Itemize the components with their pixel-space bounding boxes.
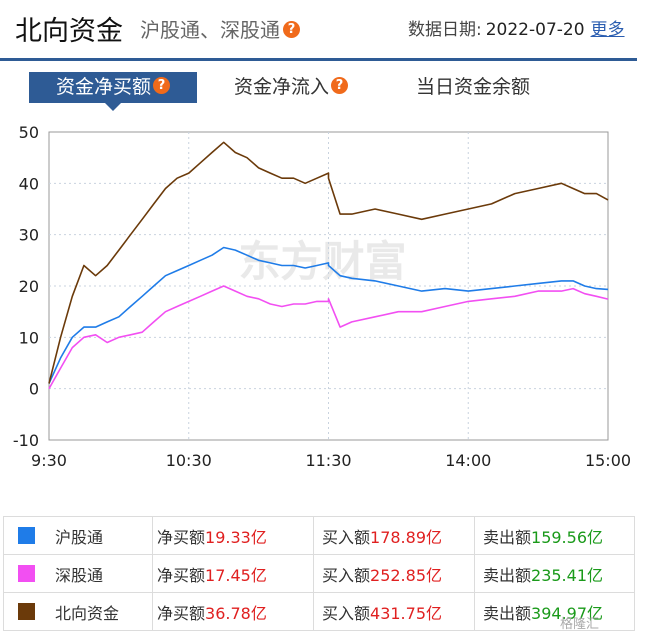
y-tick-label: 30 — [19, 226, 39, 245]
sell-label: 卖出额 — [483, 603, 532, 623]
series-swatch — [18, 603, 35, 620]
legend-row: 北向资金 净买额36.78亿 买入额431.75亿 卖出额394.97亿 — [3, 592, 635, 631]
series-swatch — [18, 565, 35, 582]
net-value: 17.45亿 — [205, 565, 267, 585]
buy-value: 252.85亿 — [370, 565, 443, 585]
buy-label: 买入额 — [322, 527, 371, 547]
y-tick-label: 10 — [19, 328, 39, 347]
x-tick-label: 9:30 — [31, 451, 67, 470]
sell-label: 卖出额 — [483, 565, 532, 585]
x-tick-label: 11:30 — [305, 451, 351, 470]
date-label: 数据日期: — [408, 20, 482, 40]
series-line — [48, 246, 609, 384]
net-label: 净买额 — [157, 565, 206, 585]
tab-label: 资金净流入 — [234, 76, 330, 98]
subtitle-text: 沪股通、深股通 — [140, 18, 280, 42]
x-tick-label: 10:30 — [166, 451, 212, 470]
net-label: 净买额 — [157, 527, 206, 547]
tab-net-inflow[interactable]: 资金净流入? — [234, 72, 349, 103]
y-tick-label: -10 — [13, 431, 39, 450]
y-tick-label: 20 — [19, 277, 39, 296]
buy-value: 431.75亿 — [370, 603, 443, 623]
sell-value: 159.56亿 — [531, 527, 604, 547]
more-link[interactable]: 更多 — [590, 20, 625, 40]
tab-daily-balance[interactable]: 当日资金余额 — [416, 72, 530, 103]
y-tick-label: 50 — [19, 123, 39, 142]
tab-label: 当日资金余额 — [416, 76, 531, 98]
buy-value: 178.89亿 — [370, 527, 443, 547]
series-line — [48, 141, 609, 384]
net-label: 净买额 — [157, 603, 206, 623]
sell-label: 卖出额 — [483, 527, 532, 547]
buy-label: 买入额 — [322, 565, 371, 585]
help-icon[interactable]: ? — [283, 21, 300, 38]
help-icon[interactable]: ? — [153, 77, 170, 94]
tab-label: 资金净买额 — [55, 76, 151, 98]
buy-label: 买入额 — [322, 603, 371, 623]
series-name: 沪股通 — [55, 527, 104, 547]
data-date: 数据日期: 2022-07-20 更多 — [408, 15, 625, 40]
page-subtitle: 沪股通、深股通? — [140, 14, 300, 43]
series-name: 北向资金 — [55, 603, 120, 623]
page-title: 北向资金 — [15, 16, 123, 47]
y-tick-label: 40 — [19, 174, 39, 193]
tab-net-buy[interactable]: 资金净买额? — [29, 72, 197, 111]
y-tick-label: 0 — [29, 380, 39, 399]
date-value: 2022-07-20 — [485, 20, 585, 40]
help-icon[interactable]: ? — [331, 77, 349, 94]
x-tick-label: 14:00 — [445, 451, 491, 470]
net-value: 36.78亿 — [205, 603, 267, 623]
x-tick-label: 15:00 — [585, 451, 631, 470]
legend-row: 深股通 净买额17.45亿 买入额252.85亿 卖出额235.41亿 — [3, 554, 635, 593]
sell-value: 394.97亿 — [531, 603, 604, 623]
series-line — [48, 285, 609, 390]
sell-value: 235.41亿 — [531, 565, 604, 585]
site-watermark: 格隆汇 — [560, 617, 600, 632]
legend-table: 沪股通 净买额19.33亿 买入额178.89亿 卖出额159.56亿 深股通 … — [3, 516, 635, 631]
legend-row: 沪股通 净买额19.33亿 买入额178.89亿 卖出额159.56亿 — [3, 516, 635, 555]
series-swatch — [18, 527, 35, 544]
page-header: 北向资金 沪股通、深股通? 数据日期: 2022-07-20 更多 — [0, 0, 637, 61]
net-value: 19.33亿 — [205, 527, 267, 547]
series-name: 深股通 — [55, 565, 104, 585]
